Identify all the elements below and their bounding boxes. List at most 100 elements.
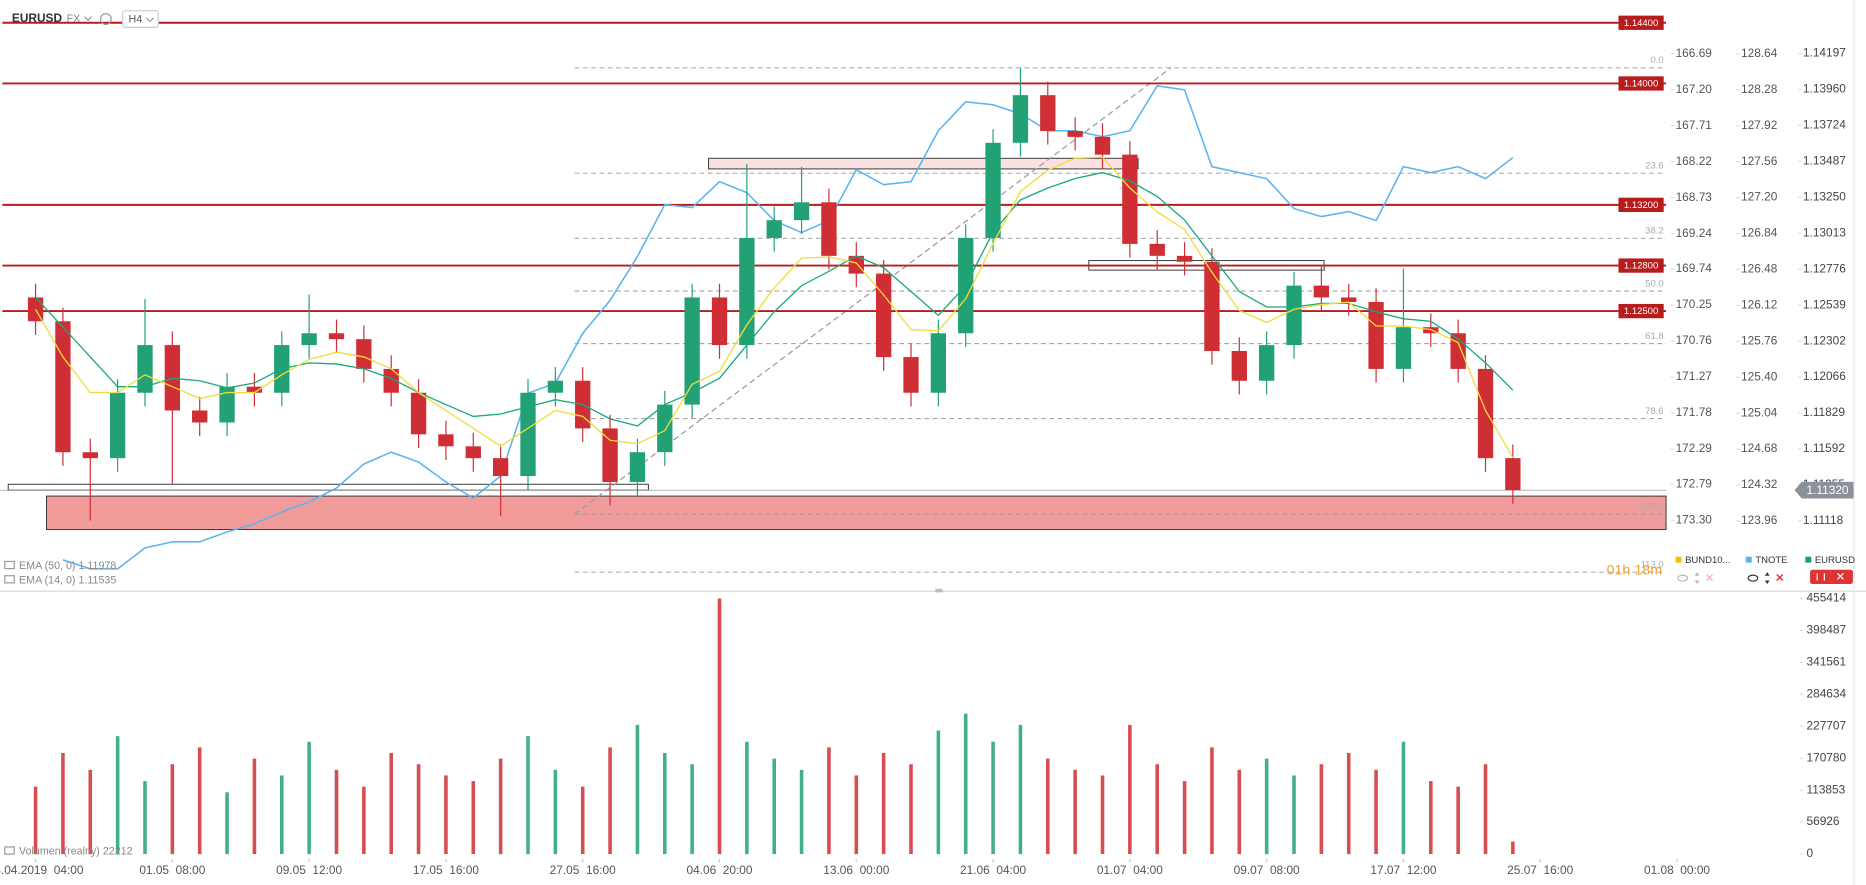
volume-bar [88,769,93,855]
legend-controls[interactable] [1810,569,1853,585]
symbol[interactable]: EURUSD [12,11,63,25]
candle-body [1258,345,1275,381]
market-dropdown-icon[interactable] [84,16,93,22]
candle-body [438,434,454,447]
volume-bar [827,747,831,855]
volume-bar [580,786,585,855]
price-level-label: 1.12500 [1624,306,1658,317]
volume-bar [1401,741,1406,855]
y3ticks-label: 168.22 [1676,154,1712,168]
volume-bar [1046,758,1050,855]
candle-body [1395,327,1412,369]
volume-bar [799,769,804,855]
yticks-label: 1.14197 [1803,46,1846,60]
volume-bar [772,758,777,855]
candle-body [903,357,919,393]
price-level-tag [1618,258,1664,273]
timeframe-dropdown-icon[interactable] [145,17,154,23]
volume-bar [553,769,558,855]
volume-bar [1264,758,1269,855]
y2ticks-label: 127.20 [1741,190,1778,204]
volume-bar [1429,781,1433,855]
candle-body [520,392,536,477]
candle-body [82,452,98,459]
volume-tick-label: 227707 [1806,718,1846,732]
legend-controls[interactable] [1677,572,1713,585]
indicator-line [35,171,1514,427]
y3ticks-label: 167.71 [1676,118,1713,132]
y3ticks-label: 170.76 [1676,333,1713,347]
info-icon[interactable] [99,13,112,25]
volume-bar [1018,724,1023,855]
candle-body [301,333,317,346]
zone [7,483,649,491]
fib-level-label: 38.2 [1645,226,1664,237]
candle-body [1286,285,1302,346]
series-legend: BUND10... TNOTE EURUSD [1675,555,1855,585]
y3ticks-label: 169.74 [1676,261,1713,275]
indicator-value: 1.11535 [78,574,116,586]
indicator-legend-entry: EMA (50, 0) 1.11978 [19,560,116,572]
candle-body [1505,458,1521,491]
candle-body [1067,130,1083,137]
volume-bar [936,730,941,855]
candle-body [1012,95,1029,143]
fib-level-label: 113.0 [1641,560,1664,571]
candle-body [1368,301,1384,369]
candle-body [1477,368,1494,459]
volume-bar [1292,775,1296,855]
x-tick-label: 17.05 16:00 [413,863,479,877]
series-visibility-icon [1747,574,1759,582]
candle-body [1176,255,1193,262]
volume-bar [471,781,476,855]
volume-bar [1100,775,1105,855]
candle-body [875,273,892,358]
candle-body [848,255,864,274]
pane-resize-handle[interactable] [935,588,943,593]
volume-bar [991,741,995,855]
candle-body [356,339,372,369]
y3ticks-label: 172.29 [1676,441,1713,455]
volume-bar [1456,786,1460,855]
volume-bar [1483,764,1488,855]
y3ticks-label: 172.79 [1676,476,1713,490]
volume-tick-label: 398487 [1806,622,1846,636]
fib-level-label: 23.6 [1645,161,1664,172]
y2ticks-label: 124.68 [1741,441,1778,455]
y2ticks-label: 126.48 [1741,262,1778,276]
price-level-tag [1618,76,1664,91]
candle-body [766,220,782,238]
legend-controls[interactable] [1747,572,1784,585]
volume-tick-label: 341561 [1806,654,1846,668]
volume-bar [909,764,913,855]
timeframe[interactable]: H4 [129,13,143,25]
volume-bar [1237,769,1242,855]
indicator-settings-icon[interactable] [4,560,15,570]
volume-settings-icon[interactable] [4,846,15,855]
indicator-legend-entry: EMA (14, 0) 1.11535 [19,574,116,586]
volume-bar [1319,764,1324,855]
candle-body [109,392,126,459]
legend-label: BUND10... [1685,555,1730,566]
marks-layer [27,67,1521,855]
price-level-tag [1618,197,1664,213]
x-tick-label: 17.07 12:00 [1370,863,1436,877]
volume-tick-label: 455414 [1806,590,1846,604]
timeframe-select[interactable] [121,10,159,28]
volume-bar [1346,752,1351,855]
volume-bar [33,786,38,855]
yticks-label: 1.13013 [1803,225,1846,239]
fib-level-label: 0.0 [1650,55,1663,66]
indicator-settings-icon[interactable] [4,575,15,584]
candle-body [821,202,837,256]
volume-bar [115,736,120,855]
volume-tick-label: 113853 [1806,782,1845,796]
x-tick-label: 13.06 00:00 [823,863,889,877]
volume-bar [61,752,65,855]
yticks-label: 1.13960 [1803,82,1846,96]
candle-body [246,386,263,393]
market[interactable]: FX [67,13,81,25]
